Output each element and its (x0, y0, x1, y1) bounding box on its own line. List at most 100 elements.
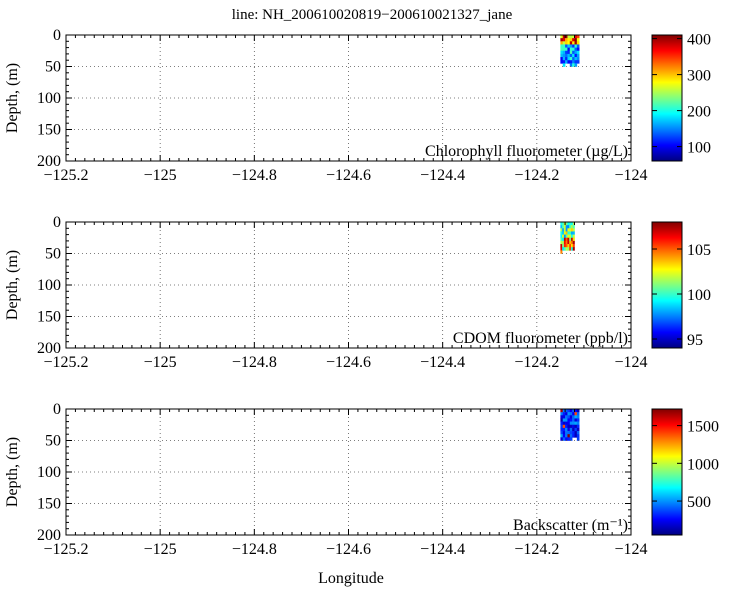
heatmap-cell (572, 412, 575, 416)
y-tick-label: 0 (53, 401, 61, 418)
heatmap-cell (560, 409, 564, 413)
heatmap-cell (562, 434, 566, 438)
heatmap-cell (565, 57, 568, 61)
heatmap-cell (560, 228, 563, 232)
heatmap-cell (576, 431, 580, 435)
heatmap-cell (576, 418, 580, 422)
heatmap-cell (572, 53, 575, 58)
heatmap-cells (560, 409, 580, 441)
x-tick-label: −125.2 (43, 541, 88, 558)
heatmap-cell (569, 427, 573, 432)
heatmap-cell (572, 247, 575, 251)
heatmap-cell (569, 38, 573, 42)
colorbar-tick-label: 100 (687, 140, 711, 157)
x-tick-label: −125 (144, 354, 177, 371)
heatmap-cell (560, 412, 564, 416)
heatmap-cell (565, 412, 568, 416)
heatmap-cell (560, 434, 564, 438)
heatmap-cell (562, 222, 565, 226)
heatmap-cell (560, 431, 564, 435)
heatmap-cell (570, 237, 574, 242)
colorbar-tick-label: 200 (687, 104, 711, 121)
heatmap-cell (565, 427, 568, 432)
heatmap-cell (574, 53, 578, 58)
heatmap-cell (560, 234, 563, 239)
heatmap-cell (572, 431, 575, 435)
heatmap-cell (572, 427, 575, 432)
heatmap-cell (560, 250, 563, 254)
heatmap-cell (567, 421, 571, 426)
heatmap-cell (576, 60, 580, 64)
colorbar (651, 34, 683, 162)
heatmap-cell (563, 234, 566, 239)
heatmap-cell (562, 231, 565, 235)
heatmap-cell (574, 57, 578, 61)
heatmap-cell (560, 424, 564, 429)
heatmap-cell (567, 424, 571, 429)
heatmap-cell (572, 60, 575, 64)
x-tick-label: −124.2 (514, 541, 559, 558)
heatmap-cell (567, 415, 571, 419)
heatmap-cell (560, 240, 563, 245)
heatmap-cell (563, 231, 566, 235)
heatmap-cell (569, 240, 572, 245)
heatmap-cell (563, 237, 566, 242)
x-tick-label: −125 (144, 167, 177, 184)
heatmap-cell (567, 225, 570, 229)
x-tick-label: −124.8 (232, 354, 277, 371)
heatmap-cell (567, 41, 571, 45)
heatmap-cell (560, 47, 564, 52)
heatmap-cell (572, 434, 575, 438)
y-tick-label: 100 (37, 90, 61, 107)
heatmap-cell (572, 415, 575, 419)
heatmap-cell (574, 431, 578, 435)
heatmap-cell (565, 421, 568, 426)
panel-label: Chlorophyll fluorometer (µg/L) (425, 143, 628, 160)
heatmap-cell (567, 228, 570, 232)
heatmap-cell (576, 415, 580, 419)
heatmap-cell (562, 53, 566, 58)
heatmap-cell (565, 415, 568, 419)
heatmap-cell (565, 41, 568, 45)
heatmap-cell (576, 35, 580, 39)
x-tick-label: −124.2 (514, 167, 559, 184)
heatmap-cell (570, 225, 574, 229)
heatmap-cell (572, 57, 575, 61)
heatmap-cell (565, 431, 568, 435)
ticks (65, 34, 632, 162)
heatmap-cell (567, 38, 571, 42)
heatmap-cell (569, 418, 573, 422)
x-tick-label: −124.4 (420, 541, 465, 558)
heatmap-cell (562, 418, 566, 422)
heatmap-cell (572, 44, 575, 48)
panel-1: −125.2 −125 −124.8 −124.6 −124.4 −124.2 −124 0 5… (4, 27, 711, 184)
heatmap-cell (574, 415, 578, 419)
heatmap-cell (562, 41, 566, 45)
heatmap-cell (569, 228, 572, 232)
colorbar-tick-label: 105 (687, 242, 711, 259)
heatmap-cell (560, 38, 564, 42)
heatmap-cell (562, 240, 565, 245)
heatmap-cell (567, 231, 570, 235)
heatmap-cell (572, 421, 575, 426)
heatmap-cell (569, 47, 573, 52)
heatmap-cell (562, 412, 566, 416)
y-tick-label: 200 (37, 527, 61, 544)
heatmap-cell (572, 35, 575, 39)
heatmap-cell (563, 240, 566, 245)
x-tick-label: −124.6 (326, 167, 371, 184)
heatmap-cell (572, 38, 575, 42)
panel-label: Backscatter (m⁻¹) (513, 517, 628, 534)
y-tick-label: 150 (37, 122, 61, 139)
heatmap-cell (567, 431, 571, 435)
heatmap-cell (569, 431, 573, 435)
heatmap-cell (560, 415, 564, 419)
heatmap-cell (576, 38, 580, 42)
panel-2: −125.2 −125 −124.8 −124.6 −124.4 −124.2 −124 0 5… (4, 214, 711, 371)
heatmap-cell (560, 53, 564, 58)
x-tick-label: −125.2 (43, 354, 88, 371)
heatmap-cell (574, 44, 578, 48)
heatmap-cell (563, 247, 566, 251)
heatmap-cell (576, 421, 580, 426)
